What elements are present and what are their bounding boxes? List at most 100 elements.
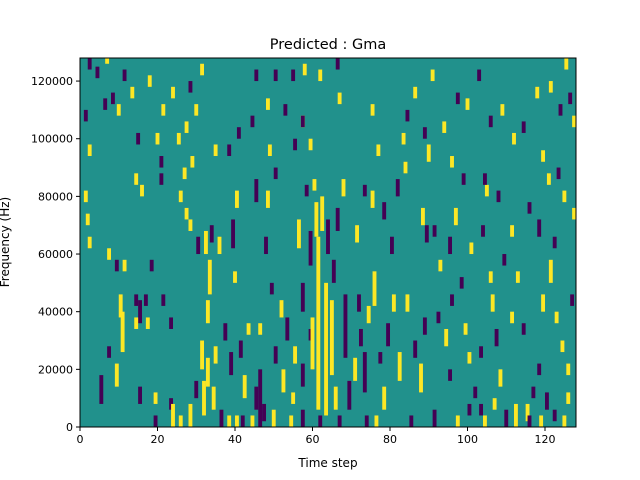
- heatmap-cell: [527, 415, 532, 427]
- heatmap-cell: [469, 242, 474, 255]
- heatmap-cell: [308, 138, 313, 151]
- heatmap-cell: [450, 294, 454, 306]
- heatmap-cell: [488, 115, 493, 128]
- heatmap-cell: [300, 409, 305, 427]
- heatmap-cell: [329, 300, 334, 376]
- heatmap-cell: [190, 156, 195, 168]
- heatmap-cell: [556, 167, 561, 180]
- heatmap-cell: [343, 294, 348, 358]
- heatmap-cell: [291, 392, 296, 404]
- heatmap-cell: [246, 323, 251, 335]
- heatmap-cell: [374, 415, 379, 427]
- heatmap-cell: [333, 386, 338, 410]
- heatmap-cell: [235, 190, 239, 208]
- heatmap-cell: [552, 236, 557, 249]
- heatmap-cell: [136, 132, 141, 145]
- heatmap-cell: [515, 271, 520, 283]
- heatmap-cell: [448, 369, 453, 381]
- heatmap-cell: [444, 328, 449, 347]
- heatmap-cell: [114, 259, 119, 272]
- heatmap-cell: [107, 346, 112, 358]
- heatmap-cell: [378, 352, 383, 364]
- heatmap-cell: [432, 225, 437, 237]
- heatmap-cell: [293, 346, 298, 364]
- heatmap-cell: [337, 415, 342, 427]
- heatmap-cell: [570, 294, 575, 306]
- heatmap-cell: [266, 190, 270, 208]
- heatmap-cell: [153, 392, 158, 404]
- heatmap-cell: [335, 207, 340, 231]
- heatmap-cell: [514, 403, 518, 427]
- heatmap-cell: [541, 294, 546, 312]
- heatmap-cell: [171, 403, 175, 427]
- heatmap-cell: [205, 357, 210, 387]
- heatmap-cell: [188, 219, 193, 231]
- heatmap-cell: [302, 63, 307, 76]
- heatmap-cell: [223, 323, 228, 341]
- heatmap-cell: [382, 386, 387, 410]
- heatmap-cell: [229, 352, 234, 376]
- heatmap-cell: [300, 115, 305, 128]
- heatmap-cell: [279, 300, 284, 318]
- x-tick-label: 40: [228, 433, 242, 446]
- heatmap-cell: [467, 403, 472, 416]
- heatmap-cell: [211, 386, 216, 410]
- heatmap-cell: [134, 173, 139, 185]
- heatmap-cell: [161, 104, 166, 116]
- heatmap-cell: [413, 86, 418, 99]
- heatmap-cell: [510, 225, 515, 237]
- heatmap-cell: [370, 190, 375, 208]
- heatmap-cell: [512, 132, 516, 145]
- heatmap-cell: [254, 386, 259, 410]
- heatmap-cell: [194, 104, 199, 116]
- heatmap-cell: [359, 328, 363, 347]
- x-axis-label: Time step: [297, 456, 357, 470]
- heatmap-cell: [566, 392, 571, 404]
- heatmap-cell: [227, 415, 232, 427]
- heatmap-cell: [134, 294, 139, 306]
- heatmap-cell: [422, 317, 427, 335]
- y-tick-label: 120000: [31, 75, 73, 88]
- heatmap-cell: [558, 104, 563, 116]
- heatmap-cell: [316, 236, 321, 410]
- heatmap-cell: [304, 184, 309, 197]
- heatmap-cell: [421, 207, 425, 226]
- heatmap-cell: [291, 69, 296, 82]
- heatmap-cell: [488, 271, 493, 283]
- heatmap-cell: [122, 259, 127, 272]
- heatmap-cell: [169, 317, 174, 329]
- heatmap-cell: [372, 271, 377, 306]
- heatmap-cell: [554, 311, 559, 324]
- heatmap-cell: [562, 415, 567, 427]
- heatmap-cell: [312, 179, 317, 191]
- heatmap-cell: [140, 184, 144, 197]
- heatmap-cell: [527, 202, 532, 214]
- heatmap-cell: [545, 392, 549, 410]
- heatmap-cell: [357, 294, 361, 312]
- heatmap-cell: [236, 127, 241, 139]
- heatmap-cell: [448, 236, 453, 255]
- heatmap-cells: [83, 58, 577, 427]
- heatmap-cell: [376, 144, 381, 157]
- heatmap-cell: [118, 294, 123, 318]
- heatmap-cell: [176, 132, 181, 145]
- heatmap-cell: [138, 300, 143, 324]
- x-tick-label: 60: [306, 433, 320, 446]
- heatmap-cell: [490, 294, 495, 312]
- x-tick-label: 20: [151, 433, 165, 446]
- heatmap-cell: [107, 248, 112, 260]
- heatmap-cell: [213, 144, 218, 157]
- heatmap-cell: [254, 69, 259, 82]
- heatmap-cell: [337, 92, 342, 105]
- heatmap-cell: [99, 375, 104, 404]
- heatmap-cell: [143, 294, 148, 306]
- heatmap-cell: [314, 202, 319, 237]
- heatmap-cell: [87, 236, 92, 249]
- heatmap-cell: [347, 380, 352, 410]
- heatmap-cell: [397, 352, 402, 381]
- heatmap-cell: [293, 138, 298, 151]
- heatmap-cell: [231, 219, 236, 249]
- heatmap-cell: [422, 127, 427, 139]
- heatmap-cell: [479, 403, 484, 416]
